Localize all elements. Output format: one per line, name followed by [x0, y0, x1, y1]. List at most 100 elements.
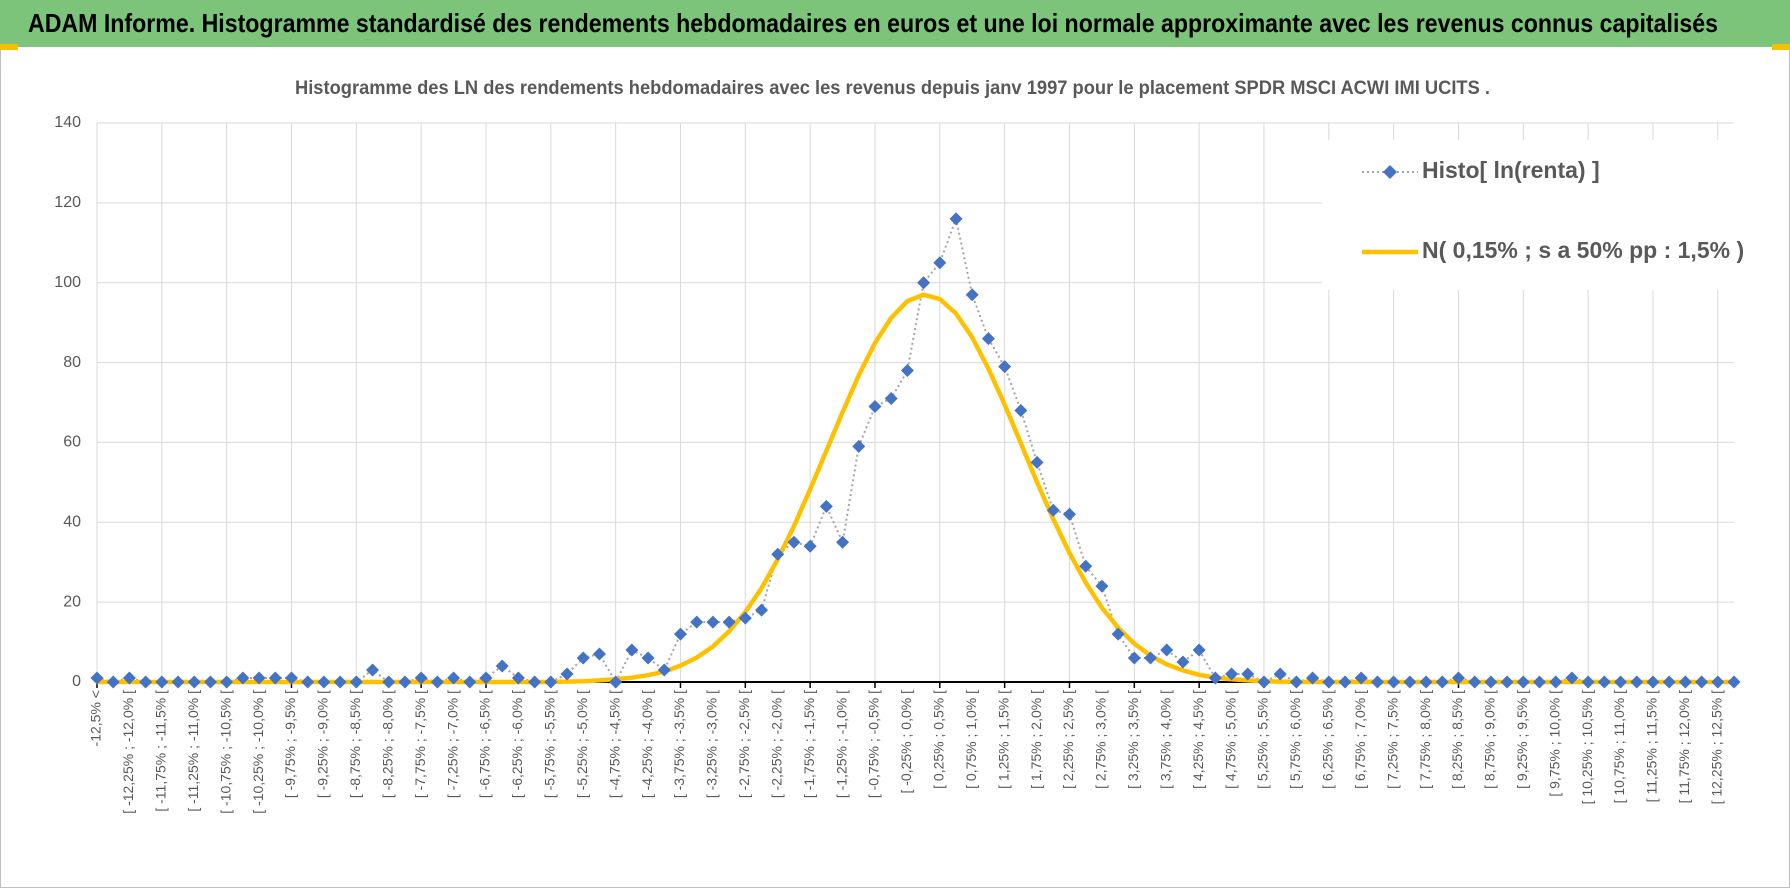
x-tick-label: [ 0,25% ; 0,5% [	[931, 690, 947, 789]
header-title: ADAM Informe. Histogramme standardisé de…	[28, 8, 1718, 38]
legend-label: Histo[ ln(renta) ]	[1422, 157, 1600, 183]
histogram-marker	[171, 675, 185, 689]
x-tick-label: [ -6,25% ; -6,0% [	[509, 690, 525, 798]
histogram-marker	[106, 675, 120, 689]
x-tick-label: [ -5,75% ; -5,5% [	[542, 690, 558, 798]
histogram-marker	[1111, 627, 1125, 641]
x-tick-label: [ 10,25% ; 10,5% [	[1579, 690, 1595, 805]
histogram-marker	[1225, 667, 1239, 681]
x-tick-label: [ 2,25% ; 2,5% [	[1060, 690, 1076, 789]
x-tick-label: [ -1,25% ; -1,0% [	[833, 690, 849, 798]
legend-background	[1322, 140, 1742, 290]
chart-title: Histogramme des LN des rendements hebdom…	[295, 78, 1490, 99]
histogram-marker	[349, 675, 363, 689]
legend-marker	[1383, 165, 1397, 179]
histogram-marker	[1678, 675, 1692, 689]
y-tick-label: 40	[63, 514, 81, 531]
x-tick-label: [ -3,25% ; -3,0% [	[704, 690, 720, 798]
histogram-marker	[333, 675, 347, 689]
y-tick-label: 80	[63, 354, 81, 371]
histogram-marker	[933, 256, 947, 270]
y-tick-label: 140	[54, 114, 81, 131]
histogram-marker	[803, 539, 817, 553]
histogram-marker	[1338, 675, 1352, 689]
x-tick-label: [ 8,75% ; 9,0% [	[1482, 690, 1498, 789]
y-tick-label: 100	[54, 274, 81, 291]
x-tick-label: [ 1,25% ; 1,5% [	[995, 690, 1011, 789]
histogram-marker	[1516, 675, 1530, 689]
histogram-marker	[917, 276, 931, 290]
x-tick-label: [ -10,75% ; -10,5% [	[217, 690, 233, 814]
x-tick-label: [ -2,25% ; -2,0% [	[768, 690, 784, 798]
y-tick-label: 120	[54, 194, 81, 211]
histogram-marker	[1403, 675, 1417, 689]
histogram-marker	[641, 651, 655, 665]
histogram-marker	[1646, 675, 1660, 689]
x-tick-label: [ 3,25% ; 3,5% [	[1125, 690, 1141, 789]
histogram-marker	[673, 627, 687, 641]
x-tick-label: [ 12,25% ; 12,5% [	[1708, 690, 1724, 805]
x-tick-label: [ -4,25% ; -4,0% [	[639, 690, 655, 798]
histogram-marker	[1030, 455, 1044, 469]
x-tick-label: [ 11,75% ; 12,0% [	[1676, 690, 1692, 803]
x-tick-label: [ -9,25% ; -9,0% [	[315, 690, 331, 798]
histogram-marker	[1192, 643, 1206, 657]
header-bar	[0, 0, 1790, 47]
histogram-marker	[657, 663, 671, 677]
histogram-marker	[819, 499, 833, 513]
histogram-marker	[852, 439, 866, 453]
x-tick-label: [ 8,25% ; 8,5% [	[1449, 690, 1465, 789]
histogram-marker	[787, 535, 801, 549]
histogram-marker	[1630, 675, 1644, 689]
histogram-marker	[301, 675, 315, 689]
x-tick-label: -12,5% <	[88, 690, 104, 746]
histogram-marker	[1662, 675, 1676, 689]
x-tick-label: [ -3,75% ; -3,5% [	[671, 690, 687, 798]
histogram-marker	[625, 643, 639, 657]
histogram-marker	[268, 671, 282, 685]
histogram-marker	[576, 651, 590, 665]
histogram-marker	[1322, 675, 1336, 689]
x-tick-label: [ -7,25% ; -7,0% [	[444, 690, 460, 798]
histogram-marker	[1435, 675, 1449, 689]
histogram-marker	[592, 647, 606, 661]
x-tick-label: [ 1,75% ; 2,0% [	[1028, 690, 1044, 789]
histogram-marker	[1241, 667, 1255, 681]
histogram-marker	[1468, 675, 1482, 689]
histogram-marker	[139, 675, 153, 689]
x-tick-label: [ -2,75% ; -2,5% [	[736, 690, 752, 798]
x-tick-label: [ -4,75% ; -4,5% [	[606, 690, 622, 798]
x-tick-label: [ 9,75% ; 10,0% [	[1546, 690, 1562, 797]
histogram-marker	[366, 663, 380, 677]
histogram-marker	[414, 671, 428, 685]
histogram-marker	[447, 671, 461, 685]
x-tick-label: [ -9,75% ; -9,5% [	[282, 690, 298, 798]
histogram-marker	[738, 611, 752, 625]
x-tick-label: [ 7,25% ; 7,5% [	[1384, 690, 1400, 789]
x-tick-label: [ 2,75% ; 3,0% [	[1093, 690, 1109, 789]
x-tick-label: [ 3,75% ; 4,0% [	[1157, 690, 1173, 789]
histogram-marker	[1306, 671, 1320, 685]
histogram-marker	[317, 675, 331, 689]
histogram-marker	[1273, 667, 1287, 681]
histogram-marker	[1062, 507, 1076, 521]
histogram-marker	[382, 675, 396, 689]
x-tick-label: [ 5,25% ; 5,5% [	[1255, 690, 1271, 789]
x-tick-label: [ -5,25% ; -5,0% [	[574, 690, 590, 798]
histogram-marker	[998, 360, 1012, 374]
y-tick-label: 20	[63, 593, 81, 610]
x-tick-label: [ -8,25% ; -8,0% [	[379, 690, 395, 798]
histogram-marker	[1597, 675, 1611, 689]
histogram-marker	[1095, 579, 1109, 593]
histogram-marker	[868, 399, 882, 413]
histogram-marker	[1695, 675, 1709, 689]
x-tick-label: [ -12,25% ; -12,0% [	[120, 690, 136, 814]
histogram-marker	[1370, 675, 1384, 689]
histogram-marker	[155, 675, 169, 689]
histogram-marker	[187, 675, 201, 689]
histogram-marker	[479, 671, 493, 685]
x-tick-label: [ -10,25% ; -10,0% [	[250, 690, 266, 814]
histogram-marker	[1549, 675, 1563, 689]
histogram-marker	[1079, 559, 1093, 573]
